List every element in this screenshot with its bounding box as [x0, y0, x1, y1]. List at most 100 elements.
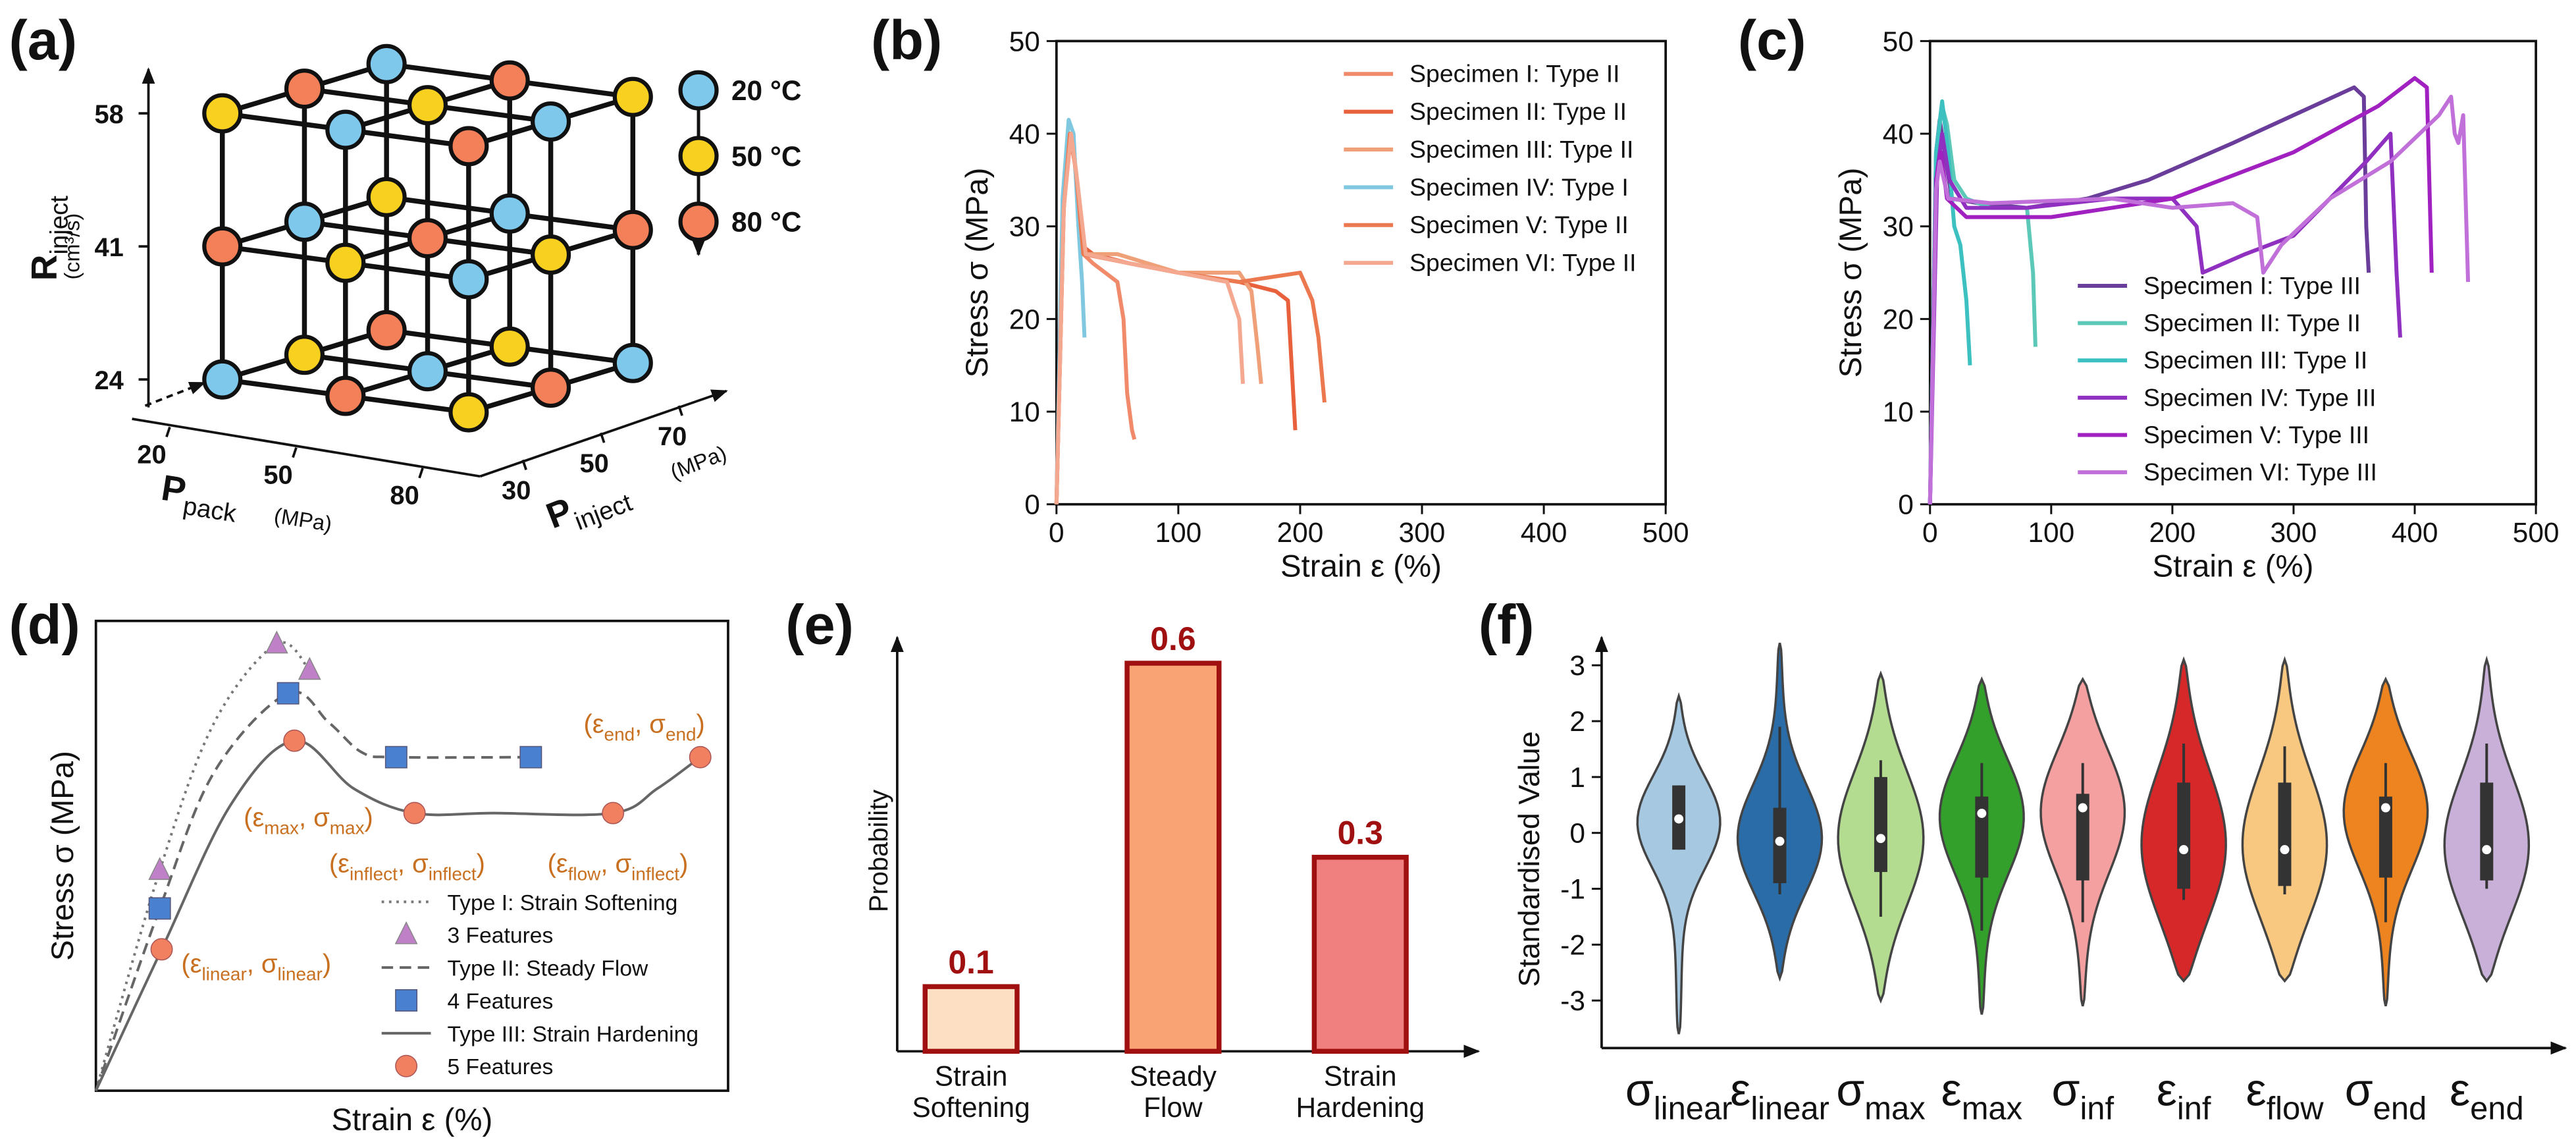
bar-value-label: 0.1 [948, 944, 993, 981]
y-tick-label: 20 [1009, 304, 1040, 335]
y-tick-label: 30 [502, 476, 531, 505]
annotation-part: , σ [600, 849, 631, 878]
x-tick-label-part: flow [2267, 1091, 2325, 1127]
y-axis-label: Stress σ (MPa) [1833, 168, 1868, 378]
x-tick-label: 400 [1521, 517, 1567, 548]
legend-label: 80 °C [731, 207, 802, 238]
x-tick-label: 50 [263, 461, 292, 490]
x-tick-label: σinf [2051, 1064, 2114, 1127]
legend-marker [678, 202, 719, 242]
series-line [1928, 132, 2402, 504]
annotation-part: end [666, 724, 697, 744]
y-tick-label: 40 [1009, 119, 1040, 149]
design-point [448, 126, 489, 167]
annotation-part: , σ [247, 950, 278, 979]
marker [265, 630, 288, 654]
annotation-part: , σ [299, 803, 330, 832]
panel-label: (a) [9, 9, 77, 71]
y-tick-label: 30 [1883, 211, 1914, 242]
bar-value-label: 0.3 [1338, 815, 1383, 852]
y-tick [677, 405, 683, 416]
x-tick-label-part: σ [2051, 1064, 2080, 1116]
y-tick-label: 40 [1883, 119, 1914, 149]
y-axis-label: Standardised Value [1512, 731, 1546, 987]
legend-marker [394, 921, 418, 944]
x-axis [132, 418, 481, 478]
series-line [1928, 94, 2471, 504]
x-axis-label-part: pack [181, 492, 239, 528]
marker [689, 746, 712, 769]
x-axis-label: Strain ε (%) [2152, 549, 2313, 584]
design-point [531, 234, 571, 275]
violin-median [2078, 803, 2088, 813]
marker [150, 938, 173, 961]
marker [148, 857, 172, 881]
design-point [366, 176, 407, 217]
violin-box [1874, 776, 1887, 873]
x-tick-label-part: end [2470, 1091, 2524, 1127]
violin-median [1674, 814, 1684, 824]
design-point [489, 60, 530, 101]
x-axis-unit: (MPa) [273, 504, 334, 536]
y-axis-label: Stress σ (MPa) [960, 168, 995, 378]
legend-label: Type III: Strain Hardening [447, 1022, 698, 1046]
x-tick-label: 0 [1922, 517, 1938, 548]
design-point [325, 375, 366, 416]
marker [602, 801, 625, 825]
x-axis-label: Strain ε (%) [1280, 549, 1442, 584]
violin-median [2380, 803, 2390, 813]
x-tick-label: σlinear [1625, 1064, 1733, 1127]
x-tick-label: 500 [2513, 517, 2560, 548]
x-tick-label-part: end [2373, 1091, 2427, 1127]
design-point [407, 218, 448, 259]
design-point [366, 310, 407, 350]
y-tick-label: 0 [1569, 818, 1585, 849]
x-tick-label-part: linear [1750, 1091, 1829, 1127]
z-axis-label-part: inject [45, 196, 73, 255]
x-tick-label: εend [2450, 1064, 2524, 1127]
legend-label: 5 Features [447, 1055, 553, 1079]
annotation: (εinflect, σinflect) [329, 849, 485, 884]
x-tick-label: σend [2345, 1064, 2427, 1127]
x-tick-label: Flow [1143, 1092, 1203, 1123]
legend-label: Specimen I: Type II [1409, 60, 1620, 88]
annotation-part: flow [568, 863, 601, 884]
y-tick-label: 30 [1009, 211, 1040, 242]
marker [148, 897, 171, 920]
y-tick-label: 50 [1009, 26, 1040, 57]
x-tick-label: Strain [935, 1061, 1008, 1092]
legend-label: Specimen III: Type II [1409, 135, 1633, 163]
design-point [284, 202, 325, 242]
annotation-part: ) [365, 803, 373, 832]
legend-label: Specimen VI: Type III [2143, 458, 2377, 486]
panel-label: (c) [1738, 9, 1806, 71]
x-axis-label: Ppack [157, 467, 242, 528]
annotation-part: ) [323, 950, 331, 979]
series-line [1054, 132, 1263, 504]
y-axis-label: Probability [864, 790, 893, 912]
annotation: (εlinear, σlinear) [181, 950, 331, 985]
legend-label: Specimen II: Type II [1409, 97, 1627, 125]
origin-arrow [144, 381, 206, 407]
y-tick-label: 70 [658, 422, 687, 451]
series-line [1054, 117, 1087, 504]
x-tick-label: 300 [2271, 517, 2317, 548]
annotation: (εflow, σinflect) [548, 849, 689, 884]
series-line [1928, 99, 1972, 504]
design-point [407, 351, 448, 392]
x-axis-label: Strain ε (%) [331, 1102, 492, 1137]
legend-label: 50 °C [731, 141, 802, 172]
x-tick-label-part: ε [1941, 1064, 1962, 1116]
x-tick-label-part: ε [1730, 1064, 1750, 1116]
y-axis-label-part: inject [571, 488, 636, 535]
series-line [1054, 132, 1245, 504]
violin-box [2278, 782, 2292, 886]
y-axis [479, 389, 728, 478]
annotation-part: inflect [429, 863, 477, 884]
x-tick-label: 100 [2028, 517, 2074, 548]
panel-label: (d) [9, 593, 80, 656]
design-point [325, 242, 366, 283]
legend-label: Specimen IV: Type III [2143, 383, 2376, 411]
z-tick-label: 24 [94, 366, 123, 395]
